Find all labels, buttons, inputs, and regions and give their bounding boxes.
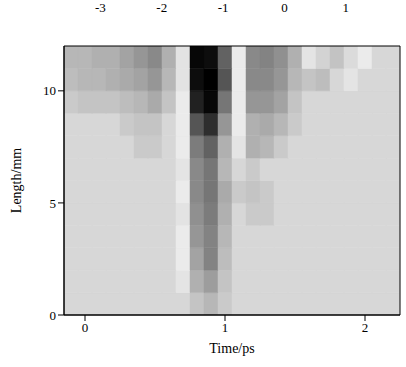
- svg-text:2: 2: [362, 320, 369, 335]
- svg-text:0: 0: [50, 308, 57, 323]
- svg-text:0: 0: [82, 320, 89, 335]
- svg-text:0: 0: [281, 0, 288, 15]
- svg-text:1: 1: [222, 320, 229, 335]
- svg-text:Time/ps: Time/ps: [209, 341, 254, 356]
- svg-text:-2: -2: [156, 0, 167, 15]
- svg-text:-3: -3: [95, 0, 106, 15]
- svg-text:5: 5: [50, 196, 57, 211]
- svg-text:10: 10: [43, 83, 56, 98]
- svg-text:Length/mm: Length/mm: [9, 148, 24, 213]
- svg-text:-1: -1: [218, 0, 229, 15]
- svg-text:1: 1: [343, 0, 350, 15]
